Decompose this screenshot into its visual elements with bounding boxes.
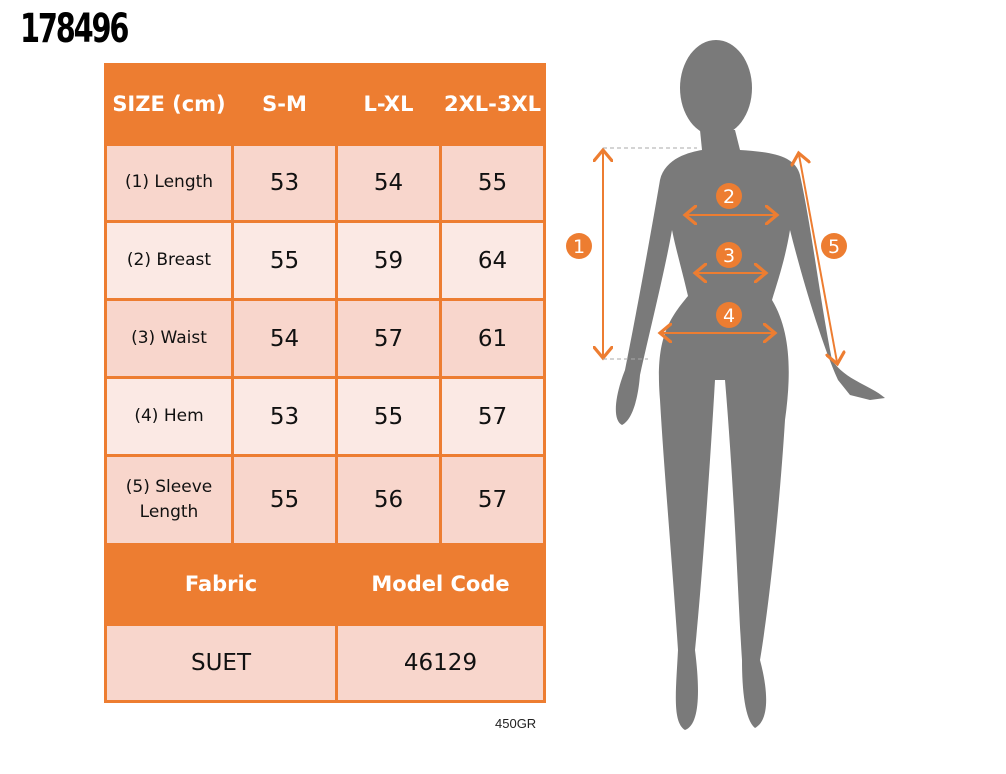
row-label: (1) Length — [104, 143, 234, 223]
fabric-header-row: Fabric Model Code — [104, 543, 546, 626]
row-label: (4) Hem — [104, 376, 234, 457]
cell: 64 — [439, 220, 546, 301]
cell: 55 — [231, 454, 338, 546]
svg-text:2: 2 — [723, 186, 735, 208]
marker-1 — [566, 233, 592, 259]
cell: 55 — [335, 376, 442, 457]
row-label: (3) Waist — [104, 298, 234, 379]
cell: 54 — [335, 143, 442, 223]
body-silhouette-figure: 1 2 3 4 5 — [566, 40, 885, 730]
header-cell: L-XL — [335, 63, 442, 146]
svg-text:3: 3 — [723, 245, 735, 267]
model-code-label: Model Code — [335, 543, 546, 626]
product-code: 178496 — [20, 6, 129, 52]
row-label: (5) Sleeve Length — [104, 454, 234, 546]
marker-5 — [821, 233, 847, 259]
cell: 56 — [335, 454, 442, 546]
marker-3 — [716, 242, 742, 268]
svg-text:5: 5 — [828, 236, 840, 258]
weight-note: 450GR — [495, 716, 537, 731]
fabric-value: SUET — [104, 623, 338, 703]
cell: 53 — [231, 376, 338, 457]
table-row: (1) Length 53 54 55 — [104, 143, 546, 223]
cell: 54 — [231, 298, 338, 379]
size-table: SIZE (cm) S-M L-XL 2XL-3XL (1) Length 53… — [104, 63, 546, 703]
header-cell: S-M — [231, 63, 338, 146]
svg-text:1: 1 — [573, 236, 585, 258]
markers: 1 2 3 4 5 — [566, 183, 847, 328]
fabric-row: SUET 46129 — [104, 623, 546, 703]
cell: 53 — [231, 143, 338, 223]
measurement-lines — [603, 152, 837, 362]
cell: 57 — [439, 376, 546, 457]
header-cell: 2XL-3XL — [439, 63, 546, 146]
guide-lines — [603, 147, 697, 360]
marker-4 — [716, 302, 742, 328]
marker-2 — [716, 183, 742, 209]
silhouette — [615, 40, 885, 730]
table-header-row: SIZE (cm) S-M L-XL 2XL-3XL — [104, 63, 546, 146]
cell: 59 — [335, 220, 442, 301]
cell: 55 — [439, 143, 546, 223]
cell: 57 — [439, 454, 546, 546]
cell: 61 — [439, 298, 546, 379]
table-row: (2) Breast 55 59 64 — [104, 220, 546, 301]
fabric-label: Fabric — [104, 543, 338, 626]
cell: 55 — [231, 220, 338, 301]
table-row: (3) Waist 54 57 61 — [104, 298, 546, 379]
row-label: (2) Breast — [104, 220, 234, 301]
table-row: (4) Hem 53 55 57 — [104, 376, 546, 457]
table-row: (5) Sleeve Length 55 56 57 — [104, 454, 546, 546]
header-cell: SIZE (cm) — [104, 63, 234, 146]
cell: 57 — [335, 298, 442, 379]
model-code-value: 46129 — [335, 623, 546, 703]
svg-text:4: 4 — [723, 305, 735, 327]
